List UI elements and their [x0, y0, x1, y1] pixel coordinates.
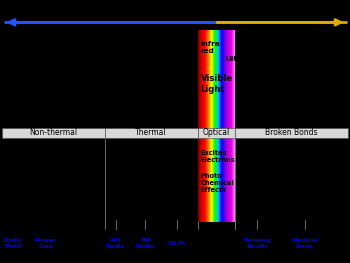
Text: AM
Radio: AM Radio	[106, 238, 125, 249]
Bar	[2, 128, 105, 138]
Text: Photo
Chemical
Effects: Photo Chemical Effects	[200, 173, 234, 193]
Text: FM
Radio: FM Radio	[135, 238, 155, 249]
Text: Visible
Light: Visible Light	[201, 74, 232, 94]
Text: Power
Line: Power Line	[35, 238, 56, 249]
Text: Infra
red: Infra red	[201, 41, 220, 54]
Bar	[105, 128, 198, 138]
Bar	[234, 128, 348, 138]
Text: Wi-Fi: Wi-Fi	[168, 241, 186, 246]
Bar	[198, 128, 234, 138]
Text: Optical: Optical	[202, 128, 230, 137]
Text: Tanning
Booth: Tanning Booth	[244, 238, 271, 249]
Text: Non-thermal: Non-thermal	[29, 128, 77, 137]
Text: Static
Field: Static Field	[3, 238, 23, 249]
Text: Medical
X-ray: Medical X-ray	[291, 238, 318, 249]
Text: Excites
Electrons: Excites Electrons	[200, 150, 235, 163]
Text: Ultravi.: Ultravi.	[226, 56, 256, 62]
Text: Thermal: Thermal	[135, 128, 167, 137]
Text: Broken Bonds: Broken Bonds	[265, 128, 317, 137]
